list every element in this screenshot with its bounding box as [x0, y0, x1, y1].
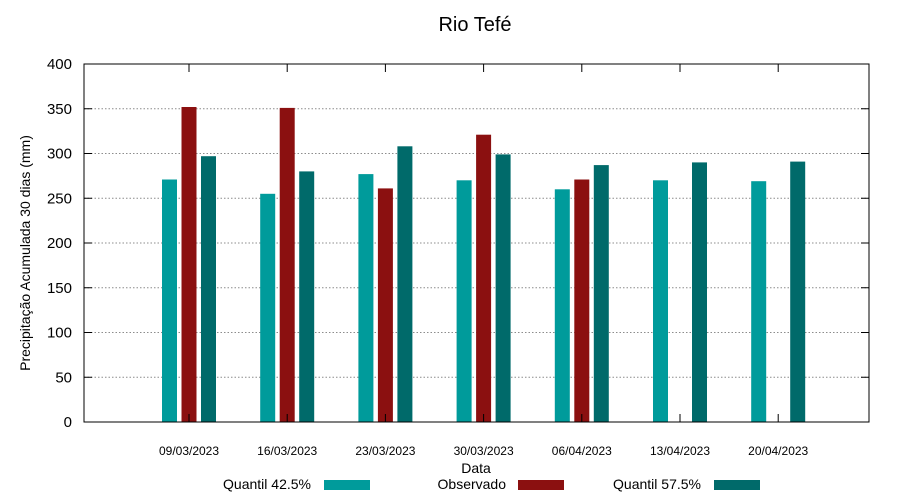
y-tick-label: 400	[47, 56, 72, 73]
bar	[299, 171, 315, 422]
y-axis-label: Precipitação Acumulada 30 dias (mm)	[17, 135, 33, 371]
y-tick-label: 300	[47, 146, 72, 163]
bar	[653, 180, 668, 422]
x-tick-label: 23/03/2023	[355, 444, 415, 458]
legend-label: Quantil 42.5%	[223, 476, 311, 492]
legend-swatch	[714, 480, 760, 490]
y-axis-ticks: 0 50 100 150 200 250 300 350 400	[47, 56, 869, 431]
bar	[397, 146, 413, 423]
legend-swatch	[518, 480, 564, 490]
bar	[201, 156, 216, 422]
bar	[260, 193, 276, 422]
y-tick-label: 250	[47, 190, 72, 207]
bar	[358, 174, 374, 422]
y-tick-label: 0	[64, 414, 72, 431]
bar	[574, 179, 590, 422]
legend-swatch	[324, 480, 370, 490]
bar	[476, 134, 492, 422]
bar	[554, 189, 570, 422]
bar	[456, 180, 472, 422]
bar	[495, 154, 511, 422]
y-tick-label: 100	[47, 325, 72, 342]
bar	[162, 179, 177, 422]
x-tick-label: 20/04/2023	[748, 444, 808, 458]
x-axis-ticks: 09/03/2023 16/03/2023 23/03/2023 30/03/2023…	[159, 64, 809, 458]
x-tick-label: 13/04/2023	[650, 444, 710, 458]
bar	[692, 162, 707, 422]
y-tick-label: 50	[55, 369, 72, 386]
bar	[593, 165, 609, 422]
x-axis-label: Data	[461, 460, 491, 476]
legend-label: Observado	[438, 476, 507, 492]
bar	[790, 161, 806, 422]
bars	[162, 107, 806, 423]
legend: Quantil 42.5% Observado Quantil 57.5%	[223, 476, 760, 492]
x-tick-label: 06/04/2023	[552, 444, 612, 458]
x-tick-label: 30/03/2023	[454, 444, 514, 458]
y-tick-label: 150	[47, 280, 72, 297]
x-tick-label: 16/03/2023	[257, 444, 317, 458]
bar	[751, 181, 767, 422]
chart-title: Rio Tefé	[438, 14, 511, 36]
legend-label: Quantil 57.5%	[613, 476, 701, 492]
bar	[377, 188, 393, 422]
y-tick-label: 200	[47, 235, 72, 252]
bar	[279, 107, 295, 423]
bar	[181, 107, 197, 422]
x-tick-label: 09/03/2023	[159, 444, 219, 458]
y-tick-label: 350	[47, 101, 72, 118]
